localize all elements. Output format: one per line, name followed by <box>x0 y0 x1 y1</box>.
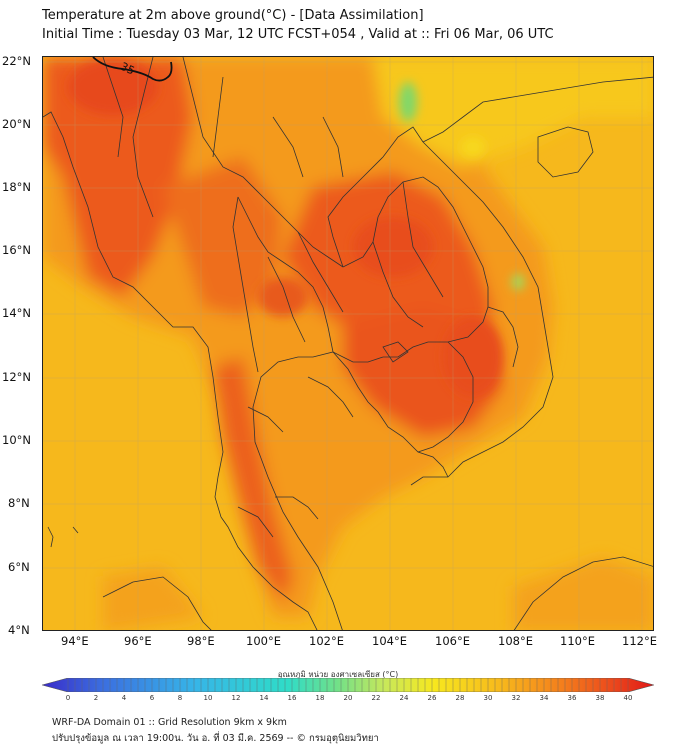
lon-label-96e: 96°E <box>124 634 152 648</box>
lon-label-94e: 94°E <box>61 634 89 648</box>
colorbar-tick-12: 12 <box>231 694 241 702</box>
lat-label-18n: 18°N <box>2 180 31 194</box>
lat-label-20n: 20°N <box>2 117 31 131</box>
colorbar-tick-2: 2 <box>93 694 99 702</box>
colorbar-tick-marks <box>67 678 629 692</box>
lon-label-106e: 106°E <box>435 634 470 648</box>
temperature-field <box>43 57 653 630</box>
lon-label-108e: 108°E <box>498 634 533 648</box>
colorbar-tick-4: 4 <box>121 694 127 702</box>
footer-domain-info: WRF-DA Domain 01 :: Grid Resolution 9km … <box>52 717 287 728</box>
lat-label-16n: 16°N <box>2 243 31 257</box>
colorbar-tick-36: 36 <box>567 694 577 702</box>
lon-label-102e: 102°E <box>309 634 344 648</box>
coastlines-borders <box>43 57 653 630</box>
lat-label-8n: 8°N <box>8 496 30 510</box>
contour-35-label: 35 <box>118 60 136 78</box>
colorbar-tick-0: 0 <box>65 694 71 702</box>
colorbar-tick-40: 40 <box>623 694 633 702</box>
colorbar-tick-30: 30 <box>483 694 493 702</box>
lon-label-110e: 110°E <box>560 634 595 648</box>
footer-update-info: ปรับปรุงข้อมูล ณ เวลา 19:00น. วัน อ. ที่… <box>52 733 379 744</box>
colorbar-tick-28: 28 <box>455 694 465 702</box>
colorbar-tick-16: 16 <box>287 694 297 702</box>
temperature-colorbar <box>42 678 654 692</box>
colorbar-tick-26: 26 <box>427 694 437 702</box>
lon-label-112e: 112°E <box>622 634 657 648</box>
colorbar-tick-22: 22 <box>371 694 381 702</box>
colorbar-tick-14: 14 <box>259 694 269 702</box>
temperature-map[interactable]: 35 <box>42 56 654 631</box>
colorbar-tick-20: 20 <box>343 694 353 702</box>
colorbar-tick-24: 24 <box>399 694 409 702</box>
map-subtitle: Initial Time : Tuesday 03 Mar, 12 UTC FC… <box>42 27 554 42</box>
colorbar-tick-8: 8 <box>177 694 183 702</box>
lat-label-4n: 4°N <box>8 623 30 637</box>
lon-label-98e: 98°E <box>187 634 215 648</box>
lon-label-100e: 100°E <box>246 634 281 648</box>
colorbar-tick-6: 6 <box>149 694 155 702</box>
colorbar-title: อุณหภูมิ หน่วย องศาเซลเซียส (°C) <box>277 670 399 679</box>
contour-35-line <box>92 57 173 82</box>
colorbar-tick-18: 18 <box>315 694 325 702</box>
lat-label-22n: 22°N <box>2 54 31 68</box>
colorbar-tick-34: 34 <box>539 694 549 702</box>
lat-label-12n: 12°N <box>2 370 31 384</box>
graticule <box>43 57 653 630</box>
map-title: Temperature at 2m above ground(°C) - [Da… <box>42 8 424 23</box>
colorbar-tick-10: 10 <box>203 694 213 702</box>
lat-label-10n: 10°N <box>2 433 31 447</box>
lat-label-6n: 6°N <box>8 560 30 574</box>
lat-label-14n: 14°N <box>2 306 31 320</box>
island-coastlines <box>47 526 653 630</box>
map-canvas: 35 <box>43 57 653 630</box>
colorbar-tick-32: 32 <box>511 694 521 702</box>
lon-label-104e: 104°E <box>372 634 407 648</box>
colorbar-tick-38: 38 <box>595 694 605 702</box>
